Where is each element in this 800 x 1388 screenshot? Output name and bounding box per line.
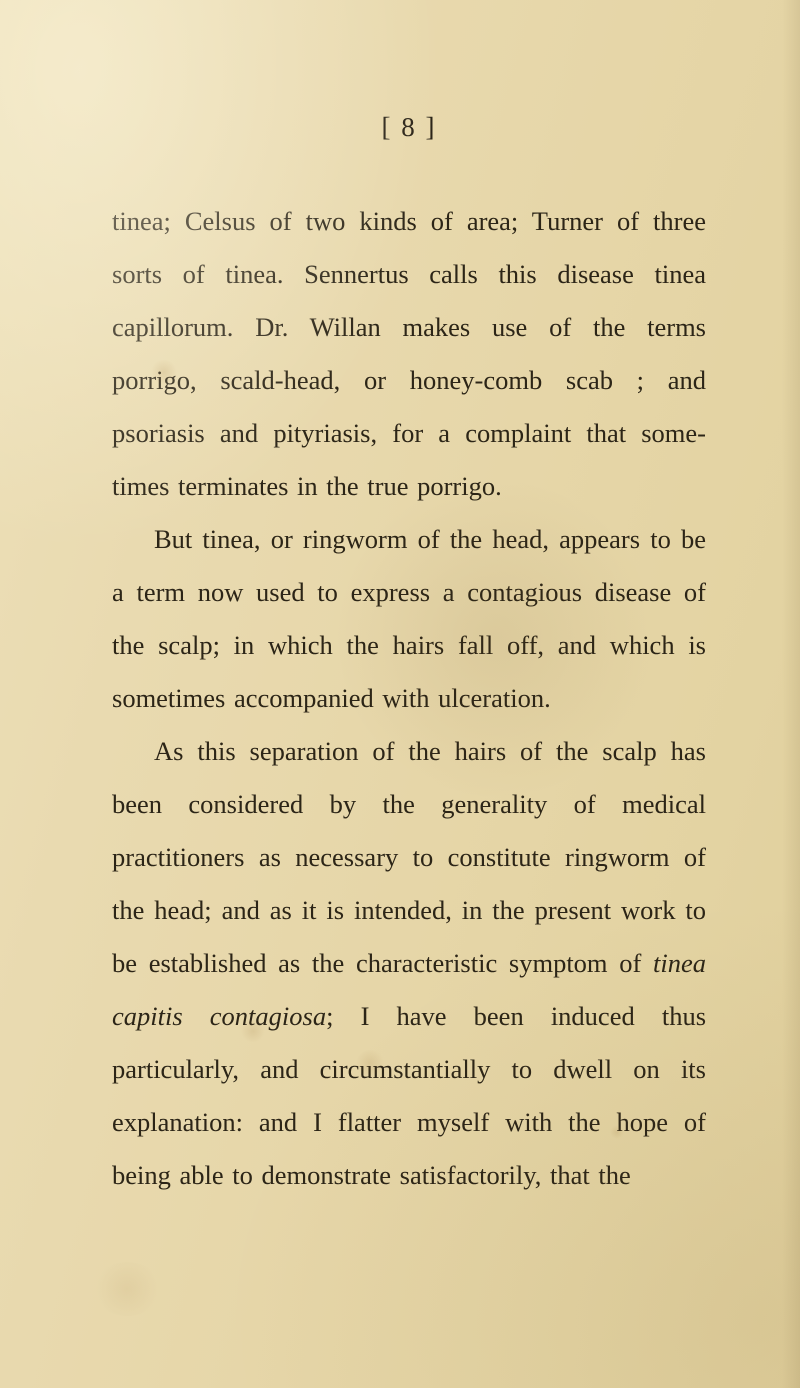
paragraph: But tinea, or ringworm of the head, appe… bbox=[112, 513, 706, 725]
foxing-stain bbox=[92, 1262, 162, 1316]
body-text: tinea; Celsus of two kinds of area; Turn… bbox=[112, 195, 706, 1202]
paragraph: tinea; Celsus of two kinds of area; Turn… bbox=[112, 195, 706, 513]
page-number-header: [ 8 ] bbox=[112, 112, 706, 143]
scanned-page: [ 8 ] tinea; Celsus of two kinds of area… bbox=[0, 0, 800, 1388]
page-edge-shadow bbox=[782, 0, 800, 1388]
paragraph: As this separation of the hairs of the s… bbox=[112, 725, 706, 1202]
